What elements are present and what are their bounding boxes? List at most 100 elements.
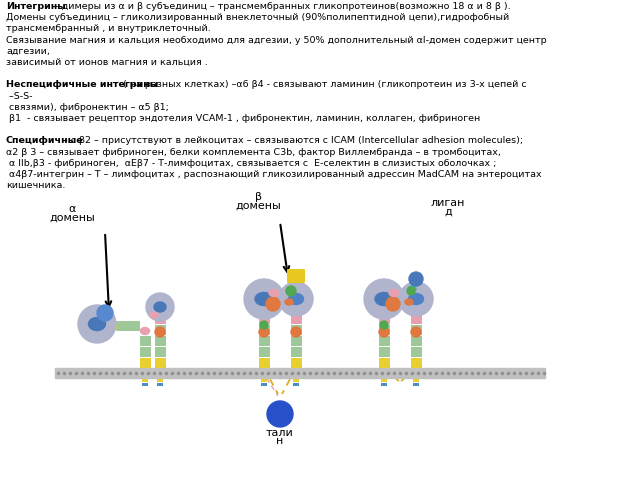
Bar bbox=[261, 383, 267, 386]
Text: н: н bbox=[276, 436, 284, 446]
Text: зависимый от ионов магния и кальция .: зависимый от ионов магния и кальция . bbox=[6, 58, 208, 67]
Circle shape bbox=[146, 293, 174, 321]
Circle shape bbox=[267, 401, 293, 427]
Circle shape bbox=[78, 305, 116, 343]
Ellipse shape bbox=[289, 293, 303, 304]
Ellipse shape bbox=[375, 292, 393, 305]
Bar bbox=[378, 358, 390, 368]
Bar bbox=[154, 347, 166, 357]
Text: д: д bbox=[444, 207, 452, 217]
Text: Специфичные: Специфичные bbox=[6, 136, 84, 145]
Bar bbox=[259, 314, 269, 324]
Bar bbox=[154, 358, 166, 368]
Circle shape bbox=[386, 297, 400, 311]
Circle shape bbox=[380, 321, 388, 329]
Circle shape bbox=[266, 297, 280, 311]
Ellipse shape bbox=[389, 289, 399, 297]
Text: α4β7-интегрин – Т – лимфоцитах , распознающий гликозилированный адрессин MadCAM : α4β7-интегрин – Т – лимфоцитах , распозн… bbox=[6, 170, 541, 179]
Bar bbox=[140, 358, 150, 368]
Circle shape bbox=[291, 327, 301, 337]
Bar bbox=[413, 383, 419, 386]
Ellipse shape bbox=[255, 292, 273, 305]
Text: Домены субъединиц – гликолизированный внеклеточный (90%полипептидной цепи),гидро: Домены субъединиц – гликолизированный вн… bbox=[6, 13, 509, 22]
Bar bbox=[291, 358, 301, 368]
Text: тали: тали bbox=[266, 428, 294, 438]
Bar bbox=[410, 358, 422, 368]
Bar bbox=[55, 368, 545, 378]
Bar bbox=[378, 347, 390, 357]
Text: домены: домены bbox=[49, 213, 95, 223]
Circle shape bbox=[97, 305, 113, 321]
Text: –S-S-: –S-S- bbox=[6, 92, 33, 101]
Circle shape bbox=[244, 279, 284, 319]
Bar bbox=[259, 336, 269, 346]
Bar bbox=[157, 379, 163, 382]
Circle shape bbox=[279, 282, 313, 316]
Circle shape bbox=[399, 282, 433, 316]
Text: α: α bbox=[68, 204, 76, 214]
Text: ( на разных клетках) –α6 β4 - связывают ламинин (гликопротеин из 3-х цепей с: ( на разных клетках) –α6 β4 - связывают … bbox=[120, 80, 527, 89]
Circle shape bbox=[407, 287, 415, 295]
Text: лиган: лиган bbox=[431, 198, 465, 208]
Ellipse shape bbox=[405, 299, 413, 305]
Text: α2 β 3 – связывает фибриноген, белки комплемента С3b, фактор Виллембранда – в тр: α2 β 3 – связывает фибриноген, белки ком… bbox=[6, 147, 501, 156]
Text: Связывание магния и кальция необходимо для адгезии, у 50% дополнительный αI-доме: Связывание магния и кальция необходимо д… bbox=[6, 36, 547, 45]
Text: β1  - связывает рецептор эндотелия VCAM-1 , фибронектин, ламинин, коллаген, фибр: β1 - связывает рецептор эндотелия VCAM-1… bbox=[6, 114, 480, 123]
Bar bbox=[291, 314, 301, 324]
Bar bbox=[410, 314, 422, 324]
Bar bbox=[293, 379, 299, 382]
Text: домены: домены bbox=[235, 201, 281, 211]
Text: – димеры из α и β субъединиц – трансмембранных гликопротеинов(возможно 18 α и 8 : – димеры из α и β субъединиц – трансмемб… bbox=[51, 2, 510, 11]
Bar bbox=[259, 325, 269, 335]
Circle shape bbox=[155, 327, 165, 337]
Text: Интегрины: Интегрины bbox=[6, 2, 66, 11]
Bar bbox=[381, 379, 387, 382]
Circle shape bbox=[411, 327, 421, 337]
Bar bbox=[378, 314, 390, 324]
Text: Неспецифичные интегрины: Неспецифичные интегрины bbox=[6, 80, 158, 89]
Bar bbox=[140, 336, 150, 346]
Ellipse shape bbox=[285, 299, 293, 305]
Circle shape bbox=[259, 327, 269, 337]
Text: кишечника.: кишечника. bbox=[6, 181, 65, 190]
Bar bbox=[378, 336, 390, 346]
Bar bbox=[291, 325, 301, 335]
Bar bbox=[293, 383, 299, 386]
Bar bbox=[261, 379, 267, 382]
Bar bbox=[410, 325, 422, 335]
Bar bbox=[154, 325, 166, 335]
Bar bbox=[410, 336, 422, 346]
Bar bbox=[157, 383, 163, 386]
Text: связями), фибронектин – α5 β1;: связями), фибронектин – α5 β1; bbox=[6, 103, 169, 112]
Bar bbox=[410, 347, 422, 357]
Circle shape bbox=[364, 279, 404, 319]
FancyBboxPatch shape bbox=[287, 269, 305, 283]
Bar bbox=[259, 347, 269, 357]
FancyBboxPatch shape bbox=[116, 321, 140, 331]
Bar bbox=[109, 323, 117, 329]
Circle shape bbox=[260, 321, 268, 329]
Text: трансмембранный , и внутриклеточный.: трансмембранный , и внутриклеточный. bbox=[6, 24, 211, 34]
Bar bbox=[381, 383, 387, 386]
Text: β: β bbox=[255, 192, 262, 202]
Bar bbox=[378, 325, 390, 335]
Bar bbox=[140, 347, 150, 357]
Circle shape bbox=[286, 286, 296, 296]
Ellipse shape bbox=[150, 312, 158, 318]
Bar bbox=[142, 379, 148, 382]
Bar bbox=[259, 358, 269, 368]
Text: α IIb,β3 - фибриноген,  αEβ7 - Т-лимфоцитах, связывается с  Е-селектин в слизист: α IIb,β3 - фибриноген, αEβ7 - Т-лимфоцит… bbox=[6, 159, 497, 168]
Ellipse shape bbox=[408, 293, 424, 304]
Bar bbox=[142, 383, 148, 386]
Circle shape bbox=[409, 272, 423, 286]
Text: – с β2 – присутствуют в лейкоцитах – связываются с ICAM (Intercellular adhesion : – с β2 – присутствуют в лейкоцитах – свя… bbox=[60, 136, 524, 145]
Bar bbox=[154, 336, 166, 346]
Ellipse shape bbox=[154, 302, 166, 312]
Ellipse shape bbox=[408, 286, 416, 292]
Ellipse shape bbox=[269, 289, 279, 297]
Bar bbox=[291, 347, 301, 357]
Ellipse shape bbox=[141, 327, 150, 335]
Ellipse shape bbox=[88, 317, 106, 331]
Bar bbox=[413, 379, 419, 382]
Text: адгезии,: адгезии, bbox=[6, 47, 50, 56]
